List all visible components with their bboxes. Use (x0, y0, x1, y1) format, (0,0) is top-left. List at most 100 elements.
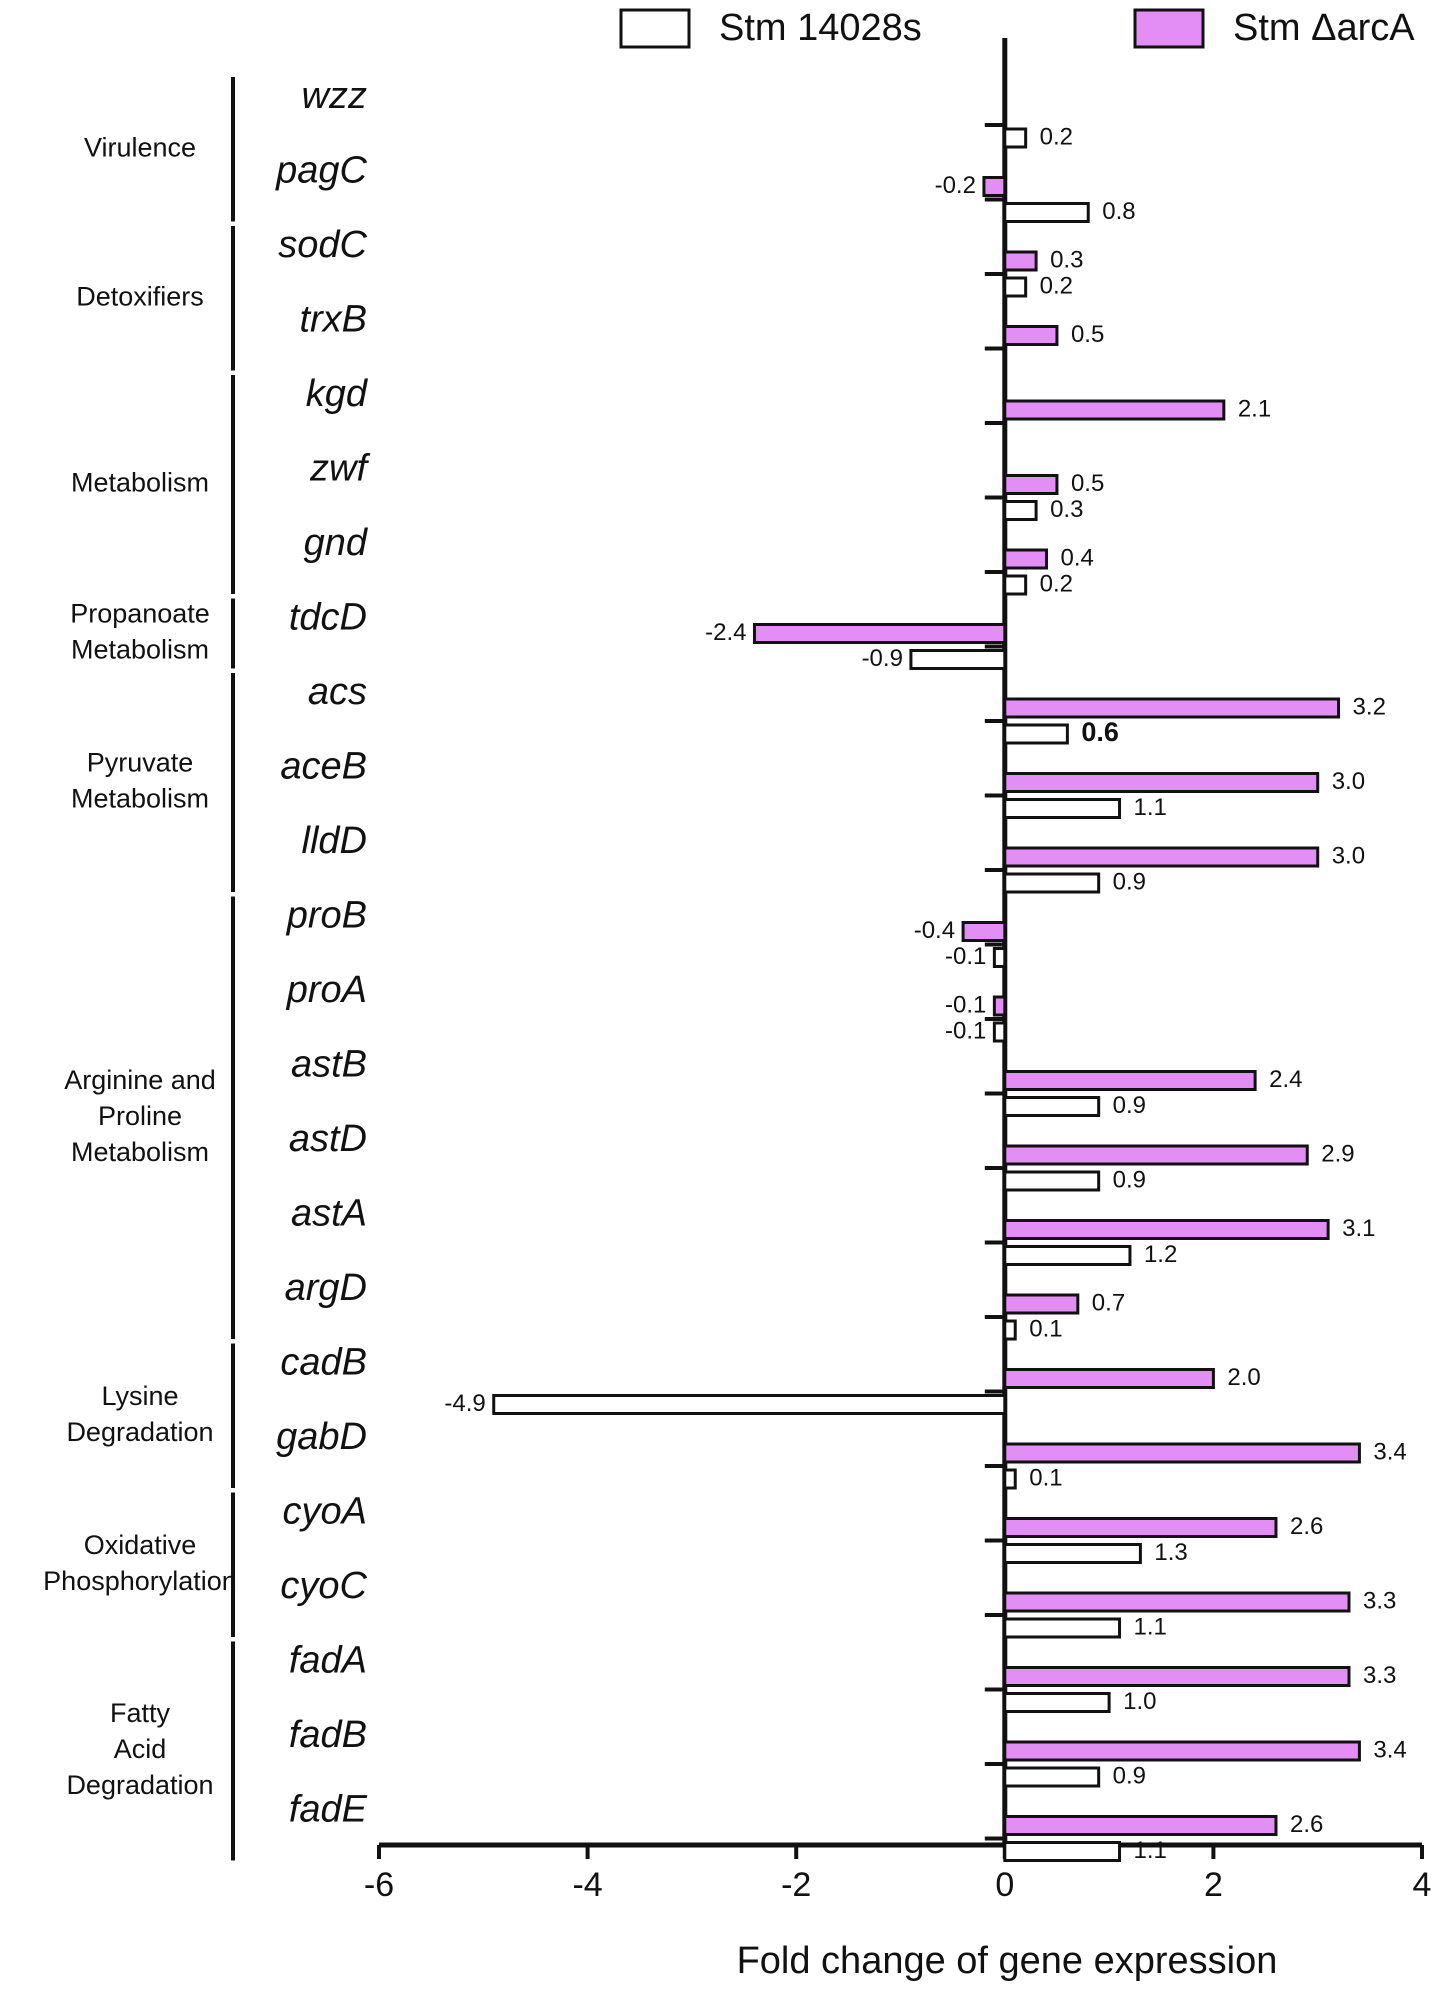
category-label: argD (285, 1267, 367, 1309)
legend-label: Stm ΔarcA (1233, 7, 1415, 49)
category-label: astB (291, 1044, 367, 1086)
bar (1003, 202, 1090, 223)
value-label: 0.5 (1071, 321, 1104, 348)
bar (492, 1394, 1007, 1415)
bar (1003, 1591, 1351, 1613)
bar (1003, 1841, 1122, 1862)
value-label: 3.0 (1332, 768, 1365, 795)
value-label: -0.9 (862, 645, 903, 672)
value-label: -0.2 (935, 172, 976, 199)
value-label: 0.2 (1040, 570, 1073, 597)
bar (1003, 1245, 1132, 1266)
bar (992, 995, 1007, 1017)
value-label: 0.9 (1113, 1092, 1146, 1119)
bar (982, 176, 1007, 197)
x-axis-label: Fold change of gene expression (737, 1940, 1278, 1982)
value-label: 2.1 (1238, 395, 1271, 422)
group-label: Pyruvate (87, 748, 194, 778)
bar (1003, 723, 1069, 745)
group-label: Degradation (66, 1417, 213, 1447)
value-label: 0.3 (1050, 246, 1083, 273)
bar (961, 921, 1007, 942)
bar (1003, 1692, 1111, 1713)
value-label: -4.9 (444, 1390, 485, 1417)
group-label: Phosphorylation (43, 1566, 237, 1596)
x-tick-label: 0 (995, 1866, 1014, 1904)
category-label: astD (289, 1118, 367, 1160)
value-label: 3.4 (1373, 1438, 1406, 1465)
value-label: 2.4 (1269, 1066, 1302, 1093)
category-label: proB (286, 895, 367, 937)
category-label: lldD (302, 820, 367, 862)
value-label: 0.6 (1081, 717, 1119, 747)
bar (1003, 1740, 1361, 1762)
value-label: 2.6 (1290, 1811, 1323, 1838)
category-label: fadE (289, 1789, 368, 1831)
group-label: Metabolism (71, 635, 209, 665)
bar (1003, 325, 1059, 346)
category-label: cadB (280, 1342, 367, 1384)
value-label: 0.1 (1029, 1464, 1062, 1491)
category-label: gabD (276, 1416, 367, 1458)
value-label: 0.7 (1092, 1289, 1125, 1316)
value-label: 0.2 (1040, 123, 1073, 150)
group-label: Fatty (110, 1698, 171, 1728)
bar (1003, 1666, 1351, 1687)
value-label: 0.4 (1061, 544, 1094, 571)
group-label: Propanoate (70, 599, 210, 629)
value-label: -2.4 (705, 619, 746, 646)
category-label: zwf (309, 448, 370, 490)
legend-swatch (619, 8, 691, 49)
value-label: 1.0 (1123, 1688, 1156, 1715)
bar (992, 947, 1007, 968)
bar (1003, 1293, 1080, 1315)
bar (1003, 1144, 1309, 1166)
value-label: 1.1 (1134, 1613, 1167, 1640)
bar (1003, 127, 1028, 149)
category-label: kgd (306, 373, 369, 415)
value-label: 2.9 (1321, 1140, 1354, 1167)
value-label: 3.2 (1353, 693, 1386, 720)
category-label: astA (291, 1193, 367, 1235)
bar (1003, 1468, 1017, 1490)
group-label: Virulence (84, 132, 196, 162)
bar (1003, 846, 1320, 868)
bar (1003, 574, 1028, 596)
value-label: 3.0 (1332, 842, 1365, 869)
value-label: 3.1 (1342, 1215, 1375, 1242)
value-label: 1.1 (1134, 794, 1167, 821)
value-label: 0.5 (1071, 470, 1104, 497)
group-label: Oxidative (84, 1530, 197, 1560)
bar (1003, 1517, 1278, 1538)
group-label: Metabolism (71, 468, 209, 498)
bar (1003, 276, 1028, 298)
bar (1003, 1368, 1215, 1389)
bar (1003, 697, 1341, 719)
bar (752, 623, 1007, 644)
x-tick-label: 2 (1204, 1866, 1223, 1904)
group-label: Metabolism (71, 784, 209, 814)
value-label: 1.1 (1134, 1837, 1167, 1864)
category-label: trxB (299, 299, 367, 341)
value-label: 0.9 (1113, 1166, 1146, 1193)
bar (1003, 772, 1320, 793)
bar (1003, 1766, 1101, 1788)
category-label: fadA (289, 1640, 367, 1682)
value-label: 2.6 (1290, 1513, 1323, 1540)
category-label: tdcD (289, 597, 367, 639)
value-label: 3.3 (1363, 1662, 1396, 1689)
value-label: 0.8 (1102, 198, 1135, 225)
value-label: -0.1 (945, 991, 986, 1018)
bar (1003, 1219, 1330, 1240)
value-label: 0.9 (1113, 1762, 1146, 1789)
bar (1003, 1442, 1361, 1464)
value-label: -0.1 (945, 1017, 986, 1044)
group-label: Lysine (101, 1381, 178, 1411)
category-label: cyoC (280, 1565, 367, 1607)
category-label: pagC (275, 150, 367, 192)
group-label: Proline (98, 1101, 182, 1131)
group-label: Arginine and (64, 1065, 216, 1095)
x-tick-label: -6 (364, 1866, 394, 1904)
bar (1003, 1617, 1122, 1639)
